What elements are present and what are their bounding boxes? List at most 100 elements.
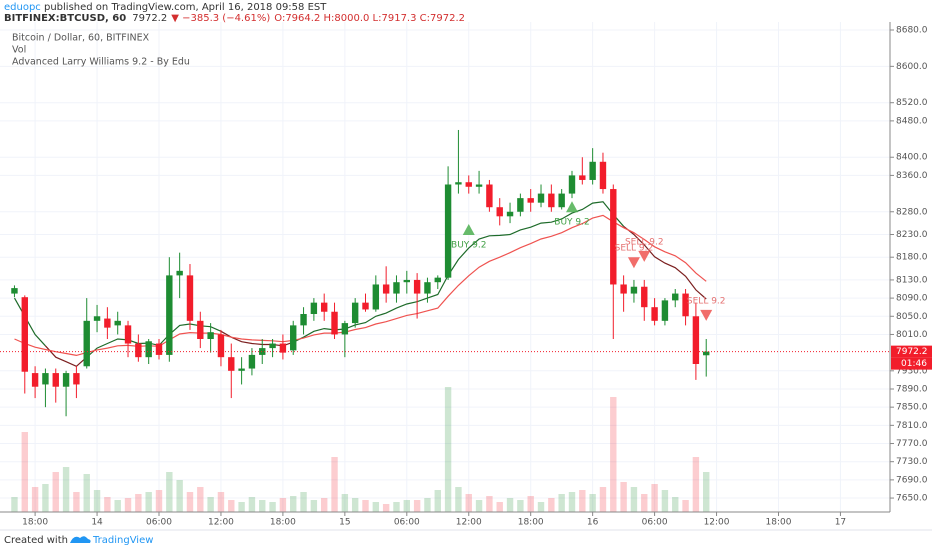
candle-body bbox=[42, 373, 49, 385]
candle-body bbox=[21, 297, 28, 372]
candle-body bbox=[610, 189, 617, 285]
volume-bar bbox=[434, 490, 441, 512]
candle-body bbox=[104, 318, 111, 328]
ma-line bbox=[14, 214, 707, 357]
x-tick-label: 12:00 bbox=[208, 518, 234, 528]
volume-bar bbox=[145, 492, 152, 512]
ma-line bbox=[13, 297, 46, 347]
y-tick-label: 8480.0 bbox=[896, 116, 928, 126]
volume-bar bbox=[341, 494, 349, 512]
y-tick-label: 7810.0 bbox=[896, 421, 928, 431]
candle-body bbox=[599, 161, 607, 190]
footer-brand[interactable]: TradingView bbox=[92, 535, 153, 546]
volume-bar bbox=[207, 497, 214, 512]
volume-bar bbox=[444, 387, 452, 512]
candle-body bbox=[672, 293, 679, 301]
candle-body bbox=[651, 307, 658, 321]
ma-line bbox=[44, 345, 88, 368]
y-tick-label: 8130.0 bbox=[896, 275, 928, 285]
candle-body bbox=[630, 286, 638, 294]
candle-body bbox=[279, 343, 287, 353]
signal-label: SELL 9.2 bbox=[687, 296, 726, 306]
volume-bar bbox=[548, 498, 555, 512]
legend-indicator: Advanced Larry Williams 9.2 - By Edu bbox=[12, 57, 190, 68]
volume-bar bbox=[393, 502, 400, 512]
candle-body bbox=[331, 311, 338, 335]
candle-body bbox=[413, 279, 421, 294]
x-tick-label: 18:00 bbox=[766, 518, 792, 528]
candle-body bbox=[310, 302, 318, 315]
candle-body bbox=[145, 341, 152, 358]
user[interactable]: eduopc bbox=[4, 2, 41, 13]
x-tick-label: 16 bbox=[587, 518, 599, 528]
volume-bar bbox=[589, 494, 596, 512]
signal-label: BUY 9.2 bbox=[554, 218, 589, 228]
candle-body bbox=[362, 302, 369, 310]
candle-body bbox=[114, 320, 121, 326]
volume-bar bbox=[238, 502, 245, 512]
candle-body bbox=[238, 368, 245, 371]
candle-body bbox=[579, 175, 586, 180]
candle-body bbox=[475, 184, 483, 187]
y-tick-label: 7690.0 bbox=[896, 475, 928, 485]
volume-bar bbox=[197, 487, 204, 512]
y-tick-label: 7770.0 bbox=[896, 439, 928, 449]
volume-bar bbox=[372, 502, 380, 512]
candle-body bbox=[320, 302, 328, 312]
volume-bar bbox=[104, 497, 111, 512]
volume-bar bbox=[83, 474, 90, 512]
volume-bar bbox=[31, 487, 39, 512]
brand-icon bbox=[70, 536, 91, 543]
signal-label: SELL 9.2 bbox=[625, 237, 664, 247]
y-tick-label: 8010.0 bbox=[896, 330, 928, 340]
candle-body bbox=[186, 275, 194, 321]
volume-bar bbox=[682, 500, 689, 512]
candle-body bbox=[31, 373, 39, 387]
candle-body bbox=[548, 193, 555, 208]
candle-body bbox=[52, 373, 59, 387]
last-price-label: 7972.2 bbox=[896, 347, 928, 357]
x-tick-label: 18:00 bbox=[22, 518, 48, 528]
volume-bar bbox=[475, 500, 483, 512]
volume-bar bbox=[259, 500, 266, 512]
footer-created: Created with bbox=[4, 535, 68, 546]
legend-vol: Vol bbox=[12, 45, 26, 56]
y-tick-label: 8600.0 bbox=[896, 62, 928, 72]
ohlc: O:7964.2 H:8000.0 L:7917.3 C:7972.2 bbox=[274, 13, 465, 24]
legend-symbol: Bitcoin / Dollar, 60, BITFINEX bbox=[12, 33, 150, 44]
volume-bar bbox=[424, 498, 431, 512]
volume-bar bbox=[692, 457, 700, 512]
y-tick-label: 7730.0 bbox=[896, 457, 928, 467]
volume-bar bbox=[42, 484, 49, 512]
candle-body bbox=[403, 279, 410, 283]
x-tick-label: 18:00 bbox=[518, 518, 544, 528]
y-tick-label: 7890.0 bbox=[896, 384, 928, 394]
candle-body bbox=[290, 325, 297, 351]
candle-body bbox=[558, 193, 565, 208]
volume-bar bbox=[403, 500, 410, 512]
candle-body bbox=[455, 182, 462, 185]
ma-line bbox=[292, 201, 625, 343]
candle-body bbox=[259, 348, 266, 355]
volume-bar bbox=[517, 500, 524, 512]
volume-bar bbox=[62, 467, 70, 512]
ma-line bbox=[623, 225, 707, 300]
volume-bar bbox=[506, 498, 514, 512]
volume-bar bbox=[248, 497, 256, 512]
candle-body bbox=[73, 373, 80, 385]
candle-body bbox=[424, 282, 431, 294]
volume-bar bbox=[630, 487, 638, 512]
y-tick-label: 8230.0 bbox=[896, 230, 928, 240]
published: published on TradingView.com, April 16, … bbox=[41, 2, 327, 13]
volume-bar bbox=[351, 498, 359, 512]
x-tick-label: 17 bbox=[835, 518, 846, 528]
candle-body bbox=[300, 314, 307, 326]
volume-bar bbox=[228, 500, 235, 512]
volume-bar bbox=[217, 492, 225, 512]
candle-body bbox=[155, 343, 163, 355]
y-tick-label: 8280.0 bbox=[896, 207, 928, 217]
volume-bar bbox=[290, 496, 297, 512]
volume-bar bbox=[465, 494, 472, 512]
volume-bar bbox=[362, 500, 369, 512]
candle-body bbox=[135, 343, 142, 358]
